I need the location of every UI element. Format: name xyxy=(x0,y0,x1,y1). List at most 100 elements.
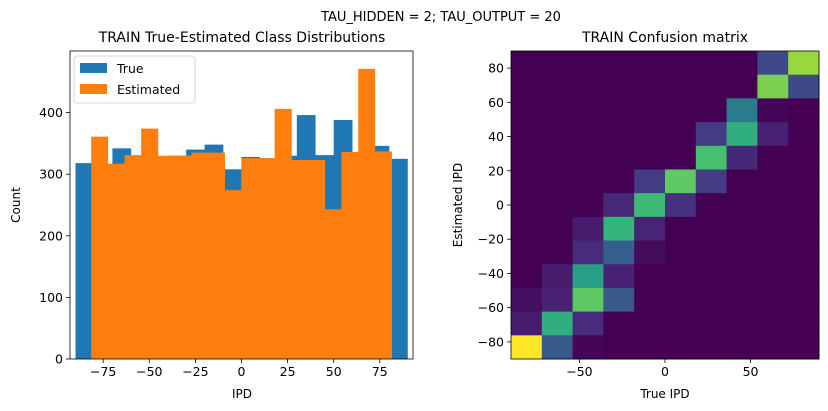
x-tick-label: 0 xyxy=(238,364,246,379)
y-tick-label: 400 xyxy=(39,105,63,120)
bar-estimated xyxy=(291,160,309,359)
y-tick-label: −80 xyxy=(478,334,504,349)
confusion-cell xyxy=(572,311,604,336)
confusion-cell xyxy=(541,311,574,336)
confusion-cell xyxy=(511,98,543,123)
bar-estimated xyxy=(107,163,125,359)
bar-estimated xyxy=(341,152,359,359)
confusion-cell xyxy=(695,145,728,170)
confusion-cell xyxy=(572,145,604,170)
confusion-cell xyxy=(603,74,635,99)
confusion-cell xyxy=(634,287,666,313)
confusion-cell xyxy=(541,145,574,170)
x-tick-label: 50 xyxy=(326,364,342,379)
confusion-cell xyxy=(788,98,820,123)
y-tick-label: 0 xyxy=(496,198,504,213)
confusion-cell xyxy=(511,216,543,242)
confusion-cell xyxy=(634,145,666,170)
confusion-cell xyxy=(695,311,728,336)
confusion-cell xyxy=(541,287,574,313)
confusion-cell xyxy=(757,240,789,265)
legend-swatch-estimated xyxy=(80,84,107,94)
x-tick-label: −50 xyxy=(566,364,592,379)
confusion-cell xyxy=(572,264,604,289)
confusion-cell xyxy=(757,169,789,194)
confusion-cell xyxy=(788,169,820,194)
confusion-cell xyxy=(757,193,789,218)
x-tick-label: 75 xyxy=(372,364,388,379)
confusion-cell xyxy=(511,335,543,360)
x-tick-label: 25 xyxy=(280,364,296,379)
histogram-x-ticks: −75 −50 −25 0 25 50 75 xyxy=(90,359,388,379)
confusion-cell xyxy=(788,51,820,76)
confusion-cell xyxy=(726,311,758,336)
confusion-cell xyxy=(665,169,697,194)
confusion-cell xyxy=(541,98,574,123)
confusion-matrix-y-label: Estimated IPD xyxy=(451,163,465,247)
confusion-cell xyxy=(726,193,758,218)
confusion-cell xyxy=(665,145,697,170)
confusion-cell xyxy=(788,216,820,242)
confusion-cell xyxy=(788,145,820,170)
confusion-cell xyxy=(695,169,728,194)
confusion-cell xyxy=(665,193,697,218)
y-tick-label: −60 xyxy=(478,300,504,315)
confusion-cell xyxy=(695,74,728,99)
confusion-cell xyxy=(603,264,635,289)
confusion-matrix-x-ticks: −50 0 50 xyxy=(566,359,759,379)
confusion-cell xyxy=(634,264,666,289)
confusion-cell xyxy=(726,145,758,170)
confusion-cell xyxy=(726,216,758,242)
histogram-y-ticks: 0 100 200 300 400 xyxy=(39,105,70,367)
confusion-cell xyxy=(541,51,574,76)
confusion-cell xyxy=(726,51,758,76)
histogram-y-label: Count xyxy=(9,187,23,223)
confusion-cell xyxy=(726,264,758,289)
confusion-matrix-chart: TRAIN Confusion matrix −50 0 50 −80−60−40−… xyxy=(451,30,820,401)
confusion-cell xyxy=(695,193,728,218)
confusion-cell xyxy=(788,240,820,265)
bar-estimated xyxy=(124,155,142,359)
legend-label-estimated: Estimated xyxy=(117,82,180,97)
confusion-cell xyxy=(695,122,728,147)
y-tick-label: −40 xyxy=(478,266,504,281)
confusion-cell xyxy=(757,51,789,76)
estimated-series-bars xyxy=(91,68,392,360)
confusion-cell xyxy=(788,74,820,99)
histogram-x-label: IPD xyxy=(232,387,252,401)
confusion-cell xyxy=(665,51,697,76)
confusion-cell xyxy=(511,122,543,147)
confusion-cell xyxy=(572,335,604,360)
confusion-cell xyxy=(757,122,789,147)
bar-estimated xyxy=(157,155,175,359)
confusion-cell xyxy=(541,264,574,289)
confusion-cell xyxy=(665,98,697,123)
confusion-cell xyxy=(726,74,758,99)
confusion-cell xyxy=(788,193,820,218)
confusion-cell xyxy=(541,335,574,360)
confusion-cell xyxy=(511,311,543,336)
confusion-cell xyxy=(695,240,728,265)
y-tick-label: 200 xyxy=(39,228,63,243)
confusion-cell xyxy=(757,216,789,242)
confusion-cell xyxy=(665,264,697,289)
bar-estimated xyxy=(274,108,292,360)
confusion-cell xyxy=(665,240,697,265)
bar-estimated xyxy=(224,190,242,359)
confusion-cell xyxy=(788,122,820,147)
confusion-cell xyxy=(603,240,635,265)
y-tick-label: −20 xyxy=(478,232,504,247)
confusion-cell xyxy=(788,264,820,289)
confusion-cell xyxy=(665,122,697,147)
confusion-cell xyxy=(726,240,758,265)
confusion-cell xyxy=(695,98,728,123)
histogram-title: TRAIN True-Estimated Class Distributions xyxy=(98,30,386,46)
bar-estimated xyxy=(191,152,209,359)
x-tick-label: −25 xyxy=(182,364,208,379)
confusion-cell xyxy=(511,169,543,194)
x-tick-label: 0 xyxy=(661,364,669,379)
confusion-cell xyxy=(634,240,666,265)
confusion-cell xyxy=(788,311,820,336)
confusion-cell xyxy=(665,287,697,313)
